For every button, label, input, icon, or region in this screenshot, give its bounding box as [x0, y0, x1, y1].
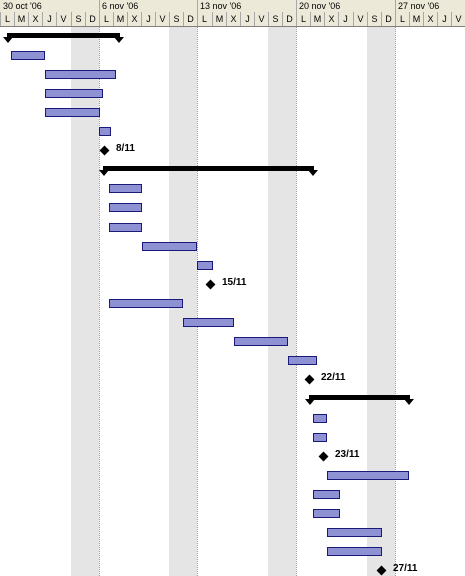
week-label: 20 nov '06 — [299, 1, 341, 11]
task-bar[interactable] — [313, 433, 327, 442]
weekend-shade — [71, 27, 99, 576]
summary-cap-start — [305, 399, 315, 405]
day-label: V — [56, 12, 70, 26]
day-label: X — [127, 12, 141, 26]
summary-bar[interactable] — [7, 33, 120, 38]
day-label: L — [197, 12, 211, 26]
task-bar[interactable] — [183, 318, 234, 327]
weekend-shade — [268, 27, 296, 576]
milestone-diamond[interactable] — [99, 145, 110, 156]
week-separator — [395, 0, 396, 12]
timescale-weeks: 30 oct '06 6 nov '06 13 nov '06 20 nov '06 2… — [0, 0, 465, 13]
day-label: J — [240, 12, 254, 26]
milestone-label: 15/11 — [222, 277, 247, 288]
day-label: M — [409, 12, 423, 26]
task-bar[interactable] — [234, 337, 288, 346]
day-label: D — [282, 12, 296, 26]
task-bar[interactable] — [313, 509, 340, 518]
task-bar[interactable] — [45, 70, 116, 79]
week-label: 27 nov '06 — [398, 1, 440, 11]
summary-cap-end — [114, 37, 124, 43]
day-label: J — [141, 12, 155, 26]
milestone-label: 23/11 — [335, 449, 360, 460]
day-label: M — [310, 12, 324, 26]
week-label: 6 nov '06 — [102, 1, 139, 11]
day-label: J — [42, 12, 56, 26]
day-label: L — [0, 12, 14, 26]
day-label: X — [226, 12, 240, 26]
day-label: M — [212, 12, 226, 26]
day-label: S — [268, 12, 282, 26]
milestone-label: 27/11 — [393, 563, 418, 574]
day-label: S — [71, 12, 85, 26]
summary-cap-end — [404, 399, 414, 405]
task-bar[interactable] — [109, 299, 183, 308]
milestone-diamond[interactable] — [304, 374, 315, 385]
task-bar[interactable] — [142, 242, 197, 251]
day-label: V — [353, 12, 367, 26]
day-label: S — [367, 12, 381, 26]
day-label: L — [296, 12, 310, 26]
week-separator — [197, 0, 198, 12]
task-bar[interactable] — [109, 203, 142, 212]
week-label: 13 nov '06 — [200, 1, 242, 11]
summary-cap-start — [3, 37, 13, 43]
task-bar[interactable] — [313, 414, 327, 423]
milestone-diamond[interactable] — [318, 451, 329, 462]
day-label: J — [437, 12, 451, 26]
week-separator — [296, 0, 297, 12]
day-label: X — [423, 12, 437, 26]
task-bar[interactable] — [197, 261, 213, 270]
task-bar[interactable] — [327, 547, 382, 556]
week-gridline — [395, 27, 396, 576]
milestone-label: 8/11 — [116, 143, 135, 154]
day-label: V — [254, 12, 268, 26]
week-gridline — [197, 27, 198, 576]
week-gridline — [99, 27, 100, 576]
task-bar[interactable] — [288, 356, 317, 365]
day-label: M — [113, 12, 127, 26]
milestone-diamond[interactable] — [205, 279, 216, 290]
summary-cap-end — [308, 170, 318, 176]
day-label: D — [85, 12, 99, 26]
week-label: 30 oct '06 — [3, 1, 42, 11]
day-label: S — [169, 12, 183, 26]
day-label: D — [183, 12, 197, 26]
day-label: X — [324, 12, 338, 26]
day-label: V — [451, 12, 465, 26]
task-bar[interactable] — [313, 490, 340, 499]
task-bar[interactable] — [11, 51, 45, 60]
day-label: M — [14, 12, 28, 26]
day-label: J — [338, 12, 352, 26]
weekend-shade — [367, 27, 395, 576]
milestone-label: 22/11 — [321, 372, 346, 383]
week-gridline — [296, 27, 297, 576]
day-label: L — [395, 12, 409, 26]
day-label: V — [155, 12, 169, 26]
summary-cap-start — [99, 170, 109, 176]
task-bar[interactable] — [109, 223, 142, 232]
task-bar[interactable] — [327, 471, 409, 480]
task-bar[interactable] — [327, 528, 382, 537]
task-bar[interactable] — [45, 89, 103, 98]
day-label: L — [99, 12, 113, 26]
day-label: D — [381, 12, 395, 26]
task-bar[interactable] — [45, 108, 100, 117]
task-bar[interactable] — [99, 127, 111, 136]
task-bar[interactable] — [109, 184, 142, 193]
week-separator — [99, 0, 100, 12]
summary-bar[interactable] — [309, 395, 410, 400]
day-label: X — [28, 12, 42, 26]
weekend-shade — [169, 27, 197, 576]
summary-bar[interactable] — [103, 166, 314, 171]
